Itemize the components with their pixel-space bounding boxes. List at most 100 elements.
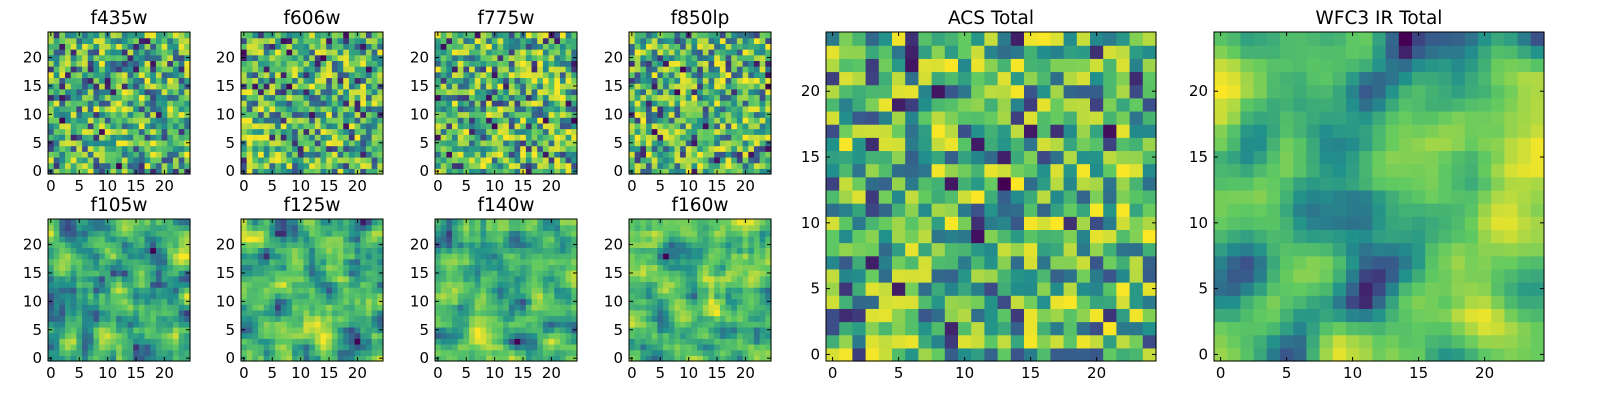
heatmap-cell	[82, 151, 89, 158]
heatmap-cell	[70, 156, 77, 164]
heatmap-cell	[377, 224, 384, 231]
heatmap-cell	[702, 71, 710, 79]
heatmap-cell	[571, 37, 578, 44]
heatmap-cell	[286, 100, 293, 107]
heatmap-cell	[309, 230, 316, 237]
heatmap-cell	[736, 309, 744, 317]
heatmap-cell	[286, 37, 293, 44]
heatmap-cell	[116, 264, 123, 271]
heatmap-cell	[486, 60, 493, 67]
heatmap-cell	[127, 32, 134, 39]
y-tick-label: 10	[23, 292, 42, 310]
heatmap-cell	[87, 139, 95, 147]
heatmap-cell	[463, 326, 470, 334]
heatmap-cell	[691, 298, 698, 305]
heatmap-cell	[514, 134, 521, 141]
heatmap-cell	[554, 122, 561, 130]
heatmap-cell	[371, 224, 378, 231]
heatmap-cell	[674, 145, 681, 152]
heatmap-cell	[480, 315, 487, 322]
heatmap-cell	[640, 77, 647, 84]
heatmap-cell	[337, 292, 344, 300]
heatmap-cell	[314, 100, 322, 107]
heatmap-cell	[348, 247, 356, 254]
heatmap-cell	[514, 343, 521, 351]
heatmap-cell	[651, 128, 658, 135]
heatmap-cell	[657, 315, 664, 322]
heatmap-cell	[508, 60, 516, 67]
heatmap-cell	[275, 253, 282, 260]
heatmap-cell	[138, 321, 146, 328]
heatmap-cell	[110, 258, 117, 266]
heatmap-cell	[629, 315, 636, 322]
heatmap-cell	[446, 241, 453, 248]
heatmap-cell	[269, 338, 276, 345]
heatmap-cell	[463, 105, 470, 113]
heatmap-cell	[87, 37, 95, 44]
heatmap-cell	[759, 275, 766, 283]
heatmap-cell	[685, 139, 693, 147]
heatmap-cell	[121, 117, 129, 124]
heatmap-cell	[554, 100, 561, 107]
heatmap-cell	[309, 281, 316, 288]
panel-title: f775w	[478, 8, 535, 29]
heatmap-cell	[759, 315, 766, 322]
heatmap-cell	[331, 309, 339, 317]
heatmap-cell	[742, 66, 749, 73]
heatmap-cell	[565, 105, 572, 113]
heatmap-cell	[565, 275, 572, 283]
heatmap-cell	[65, 304, 72, 311]
heatmap-cell	[161, 224, 168, 231]
heatmap-cell	[674, 122, 681, 130]
heatmap-cell	[486, 168, 493, 175]
heatmap-cell	[275, 292, 282, 300]
heatmap-cell	[452, 145, 459, 152]
heatmap-cell	[167, 281, 174, 288]
heatmap-cell	[725, 326, 732, 334]
heatmap-cell	[463, 77, 470, 84]
heatmap-cell	[508, 117, 516, 124]
heatmap-cell	[82, 105, 89, 113]
heatmap-cell	[275, 355, 282, 362]
heatmap-cell	[719, 151, 727, 158]
heatmap-cell	[525, 71, 533, 79]
heatmap-cell	[269, 258, 276, 266]
heatmap-cell	[531, 134, 538, 141]
heatmap-cell	[93, 292, 100, 300]
heatmap-cell	[542, 321, 550, 328]
heatmap-cell	[121, 54, 129, 61]
heatmap-cell	[178, 117, 185, 124]
heatmap-cell	[138, 100, 146, 107]
heatmap-cell	[435, 66, 442, 73]
heatmap-cell	[53, 128, 60, 135]
heatmap-cell	[559, 122, 567, 130]
heatmap-cell	[286, 343, 293, 351]
heatmap-cell	[309, 264, 316, 271]
heatmap-cell	[93, 343, 100, 351]
heatmap-cell	[548, 281, 555, 288]
heatmap-cell	[275, 117, 282, 124]
heatmap-cell	[486, 355, 493, 362]
heatmap-cell	[469, 94, 476, 101]
heatmap-cell	[87, 343, 95, 351]
heatmap-cell	[571, 122, 578, 130]
heatmap-cell	[474, 298, 482, 305]
heatmap-cell	[457, 224, 464, 231]
heatmap-cell	[286, 241, 293, 248]
heatmap-cell	[736, 71, 744, 79]
heatmap-cell	[651, 117, 658, 124]
heatmap-cell	[491, 292, 499, 300]
heatmap-cell	[680, 100, 687, 107]
heatmap-cell	[685, 77, 693, 84]
heatmap-cell	[343, 292, 350, 300]
heatmap-cell	[440, 83, 447, 90]
heatmap-cell	[178, 332, 185, 339]
heatmap-cell	[377, 117, 384, 124]
heatmap-cell	[759, 66, 766, 73]
heatmap-cell	[110, 241, 117, 248]
heatmap-cell	[497, 275, 504, 283]
heatmap-cell	[297, 139, 305, 147]
heatmap-cell	[697, 156, 704, 164]
heatmap-cell	[731, 145, 738, 152]
heatmap-cell	[150, 326, 157, 334]
